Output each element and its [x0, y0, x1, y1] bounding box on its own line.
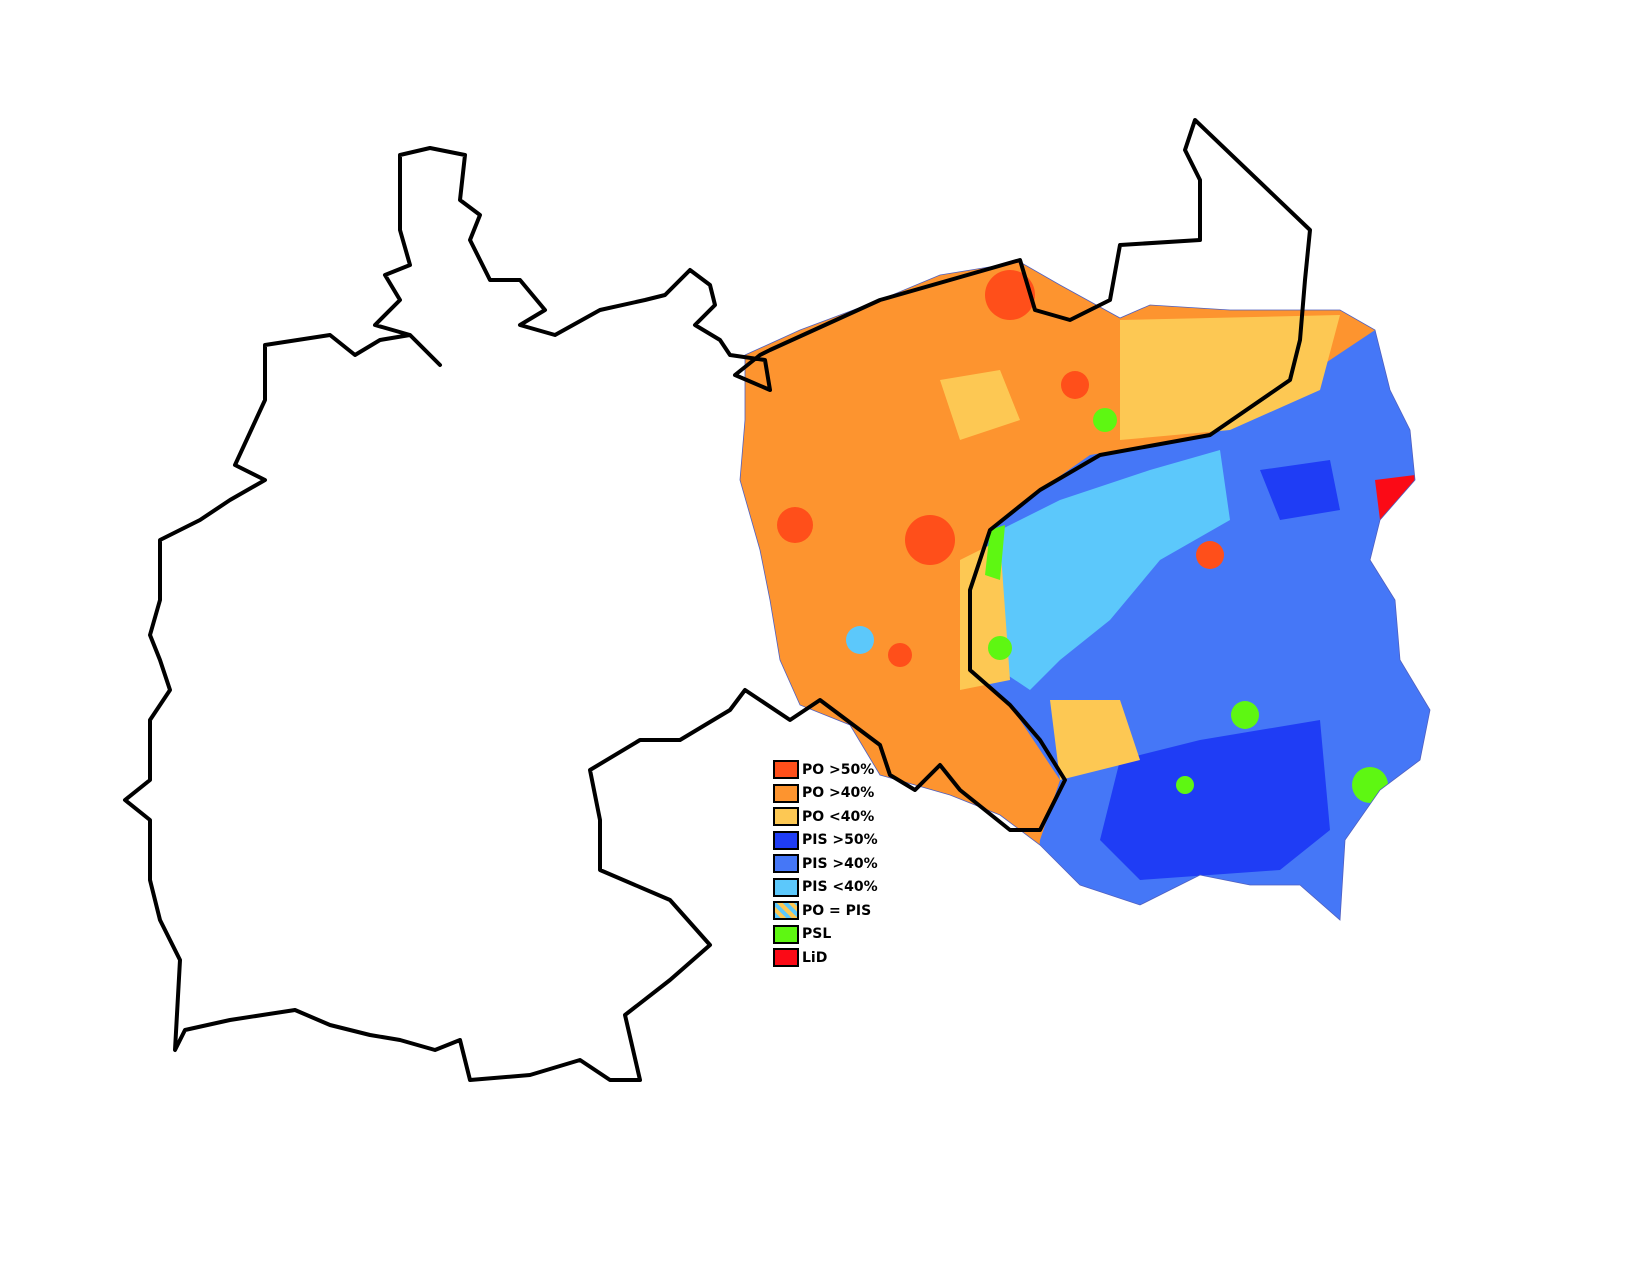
legend-item: PIS <40%: [773, 876, 878, 900]
legend-label: PIS >50%: [802, 832, 878, 849]
legend-swatch: [773, 830, 799, 850]
legend-item: PO = PIS: [773, 899, 878, 923]
historical-border-1914: [123, 118, 1312, 1082]
legend-swatch: [773, 854, 799, 874]
legend-item: PO <40%: [773, 805, 878, 829]
legend-label: PSL: [802, 926, 832, 943]
legend-swatch: [773, 877, 799, 897]
legend-label: PIS <40%: [802, 879, 878, 896]
legend-item: PO >50%: [773, 758, 878, 782]
legend-label: PIS >40%: [802, 855, 878, 872]
legend-label: PO >50%: [802, 761, 875, 778]
legend-swatch: [773, 948, 799, 968]
legend-label: PO <40%: [802, 808, 875, 825]
legend-swatch: [773, 924, 799, 944]
legend-label: PO >40%: [802, 785, 875, 802]
legend-item: PSL: [773, 923, 878, 947]
poland-border: [739, 261, 1431, 921]
legend-swatch: [773, 901, 799, 921]
legend-swatch: [773, 760, 799, 780]
legend-item: PO >40%: [773, 782, 878, 806]
legend-label: PO = PIS: [802, 902, 872, 919]
legend-item: LiD: [773, 946, 878, 970]
map-legend: PO >50% PO >40% PO <40% PIS >50% PIS >40% PIS…: [773, 758, 878, 970]
legend-swatch: [773, 807, 799, 827]
poland-districts: [740, 262, 1430, 920]
legend-swatch: [773, 783, 799, 803]
legend-item: PIS >50%: [773, 829, 878, 853]
legend-item: PIS >40%: [773, 852, 878, 876]
legend-label: LiD: [802, 949, 828, 966]
